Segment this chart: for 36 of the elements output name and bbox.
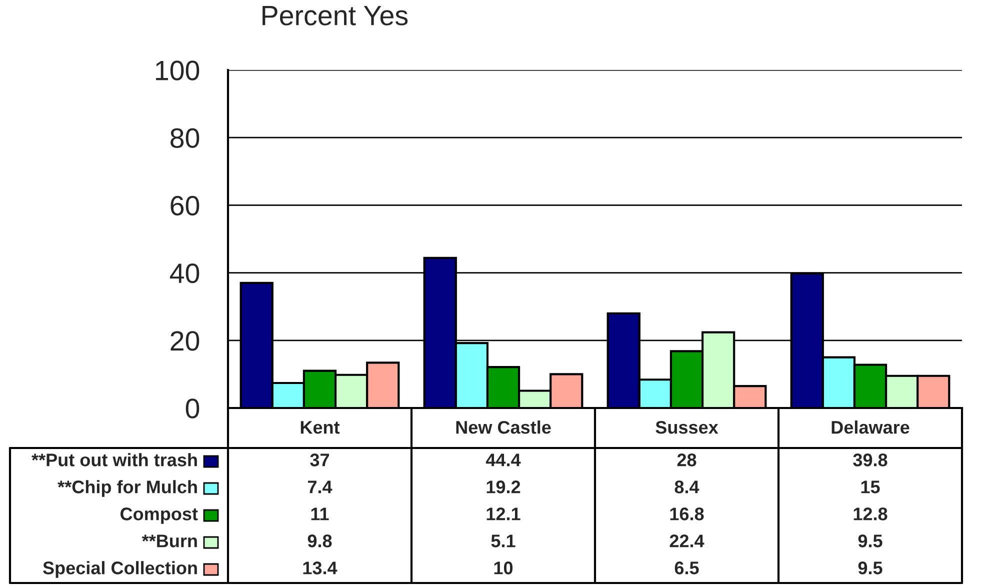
x-tick-label: Delaware: [832, 420, 910, 434]
data-label: 11: [311, 508, 329, 520]
data-label: 19.2: [486, 480, 520, 494]
data-label: 10: [494, 562, 513, 574]
data-label: 13.4: [303, 562, 338, 574]
x-tick-label: Sussex: [656, 420, 718, 434]
y-tick-label: 40: [170, 263, 200, 284]
legend-label: Special Collection: [43, 561, 197, 578]
data-label: 9.5: [858, 562, 882, 574]
x-tick-label: New Castle: [456, 420, 551, 434]
data-label: 39.8: [853, 454, 888, 466]
data-label: 7.4: [308, 480, 332, 494]
y-tick-label: 20: [170, 331, 200, 351]
data-label: 22.4: [670, 534, 704, 548]
y-tick-label: 60: [170, 196, 200, 216]
y-tick-label: 0: [186, 398, 200, 418]
data-label: 6.5: [674, 562, 699, 574]
y-tick-label: 100: [156, 60, 200, 80]
data-label: 9.8: [308, 534, 332, 548]
legend-label: **Burn: [142, 534, 197, 548]
data-label: 9.5: [858, 534, 882, 548]
legend-label: **Chip for Mulch: [58, 480, 197, 497]
y-axis-title: Percent Yes: [262, 6, 408, 26]
y-tick-label: 80: [170, 128, 200, 148]
data-label: 15: [861, 480, 880, 494]
data-label: 12.1: [486, 508, 520, 520]
data-label: 12.8: [854, 508, 888, 520]
x-tick-label: Kent: [300, 421, 340, 434]
data-label: 5.1: [491, 534, 516, 548]
data-label: 8.4: [674, 480, 700, 494]
data-label: 37: [310, 454, 329, 466]
legend-label: **Put out with trash: [32, 453, 197, 466]
data-label: 44.4: [486, 454, 521, 466]
legend-label: Compost: [120, 508, 198, 524]
data-label: 28: [677, 454, 696, 466]
data-label: 16.8: [670, 508, 704, 520]
